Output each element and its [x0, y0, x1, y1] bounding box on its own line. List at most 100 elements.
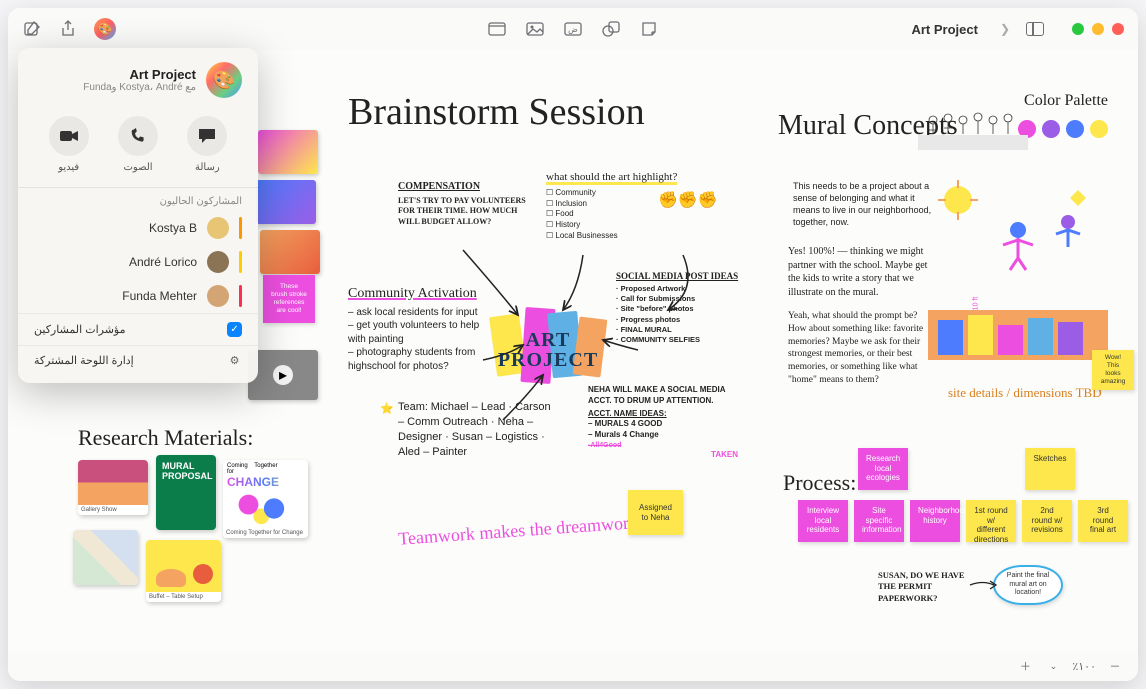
close-button[interactable]	[1112, 23, 1124, 35]
process-sticky[interactable]: Research local ecologies	[858, 448, 908, 490]
message-icon	[187, 116, 227, 156]
participant-row[interactable]: Funda Mehter	[18, 279, 258, 313]
susan-note: SUSAN, DO WE HAVE THE PERMIT PAPERWORK?	[878, 570, 978, 604]
manage-board-row[interactable]: ⚙︎ إدارة اللوحة المشتركة	[18, 345, 258, 375]
thumb-card[interactable]: Gallery Show	[78, 460, 148, 515]
sticky-wow[interactable]: Wow! This looks amazing	[1092, 350, 1134, 390]
ref-thumb[interactable]	[260, 230, 320, 274]
presence-bar	[239, 217, 242, 239]
participants-list: Kostya B André Lorico Funda Mehter	[18, 211, 258, 313]
sticky-icon[interactable]	[639, 19, 659, 39]
compensation-note: COMPENSATION LET'S TRY TO PAY VOLUNTEERS…	[398, 180, 528, 228]
toolbar-right: Art Project ❯	[911, 22, 1044, 37]
note-heading: SOCIAL MEDIA POST IDEAS	[616, 270, 746, 282]
community-item: – get youth volunteers to help with pain…	[348, 319, 498, 346]
maximize-button[interactable]	[1072, 23, 1084, 35]
social-item: · Progress photos	[616, 315, 746, 325]
popover-title: Art Project	[34, 67, 196, 82]
avatar	[207, 217, 229, 239]
teamwork-text: Teamwork makes the dreamwork!!	[398, 511, 651, 550]
participant-name: André Lorico	[34, 255, 197, 269]
prompt-note: Yeah, what should the prompt be? How abo…	[788, 310, 938, 387]
phone-icon	[118, 116, 158, 156]
community-item: – photography students from highschool f…	[348, 346, 498, 373]
taken-label: TAKEN	[588, 450, 738, 461]
color-palette	[1018, 120, 1108, 138]
chevron-right-icon[interactable]: ❯	[1000, 22, 1010, 36]
audio-button[interactable]: الصوت	[118, 116, 158, 173]
checkbox-icon: ✓	[227, 322, 242, 337]
note-body: LET'S TRY TO PAY VOLUNTEERS FOR THEIR TI…	[398, 196, 528, 228]
neha-note: NEHA WILL MAKE A SOCIAL MEDIA ACCT. TO D…	[588, 385, 738, 461]
star-emoji: ⭐	[380, 402, 394, 417]
media-browser-icon[interactable]	[487, 19, 507, 39]
video-button[interactable]: فيديو	[49, 116, 89, 173]
ref-thumb[interactable]	[256, 180, 316, 224]
share-icon[interactable]	[58, 19, 78, 39]
process-sticky[interactable]: 1st round w/ different directions	[966, 500, 1016, 542]
belonging-note: This needs to be a project about a sense…	[793, 180, 938, 229]
site-details: site details / dimensions TBD	[948, 385, 1102, 401]
svg-text:ض: ض	[568, 25, 578, 34]
collaboration-popover: 🎨 Art Project مع Kostya، André وFunda رس…	[18, 48, 258, 383]
process-sticky[interactable]: 3rd round final art	[1078, 500, 1128, 542]
thumb-food[interactable]: Buffet – Table Setup	[146, 540, 221, 602]
board-icon: 🎨	[206, 62, 242, 98]
social-item: · COMMUNITY SELFIES	[616, 335, 746, 345]
palette-dot	[1042, 120, 1060, 138]
action-label: رسالة	[195, 162, 220, 173]
community-note: Community Activation – ask local residen…	[348, 285, 498, 373]
zoom-out-icon[interactable]: －	[1106, 657, 1124, 675]
research-heading: Research Materials:	[78, 425, 253, 451]
sticky-paint-final[interactable]: Paint the final mural art on location!	[993, 565, 1063, 605]
photo-icon[interactable]	[525, 19, 545, 39]
process-sticky[interactable]: Sketches	[1025, 448, 1075, 490]
research-thumbnails: Gallery Show MURAL PROPOSAL Coming Toget…	[78, 460, 328, 630]
manage-label: إدارة اللوحة المشتركة	[34, 354, 134, 367]
palette-heading: Color Palette	[1024, 92, 1108, 110]
play-icon: ▸	[273, 365, 293, 385]
thumb-map[interactable]	[73, 530, 138, 585]
art-project-text: ARTPROJECT	[498, 330, 598, 370]
process-sticky[interactable]: Site specific information	[854, 500, 904, 542]
ref-thumb[interactable]	[258, 130, 318, 174]
ref-thumb-video[interactable]: ▸	[248, 350, 318, 400]
sidebar-toggle-icon[interactable]	[1026, 22, 1044, 36]
process-sticky[interactable]: Neighborhood history	[910, 500, 960, 542]
highlight-item: ☐ Food	[546, 209, 686, 220]
titlebar: 🎨 ض Art Project ❯	[8, 8, 1138, 50]
participant-row[interactable]: Kostya B	[18, 211, 258, 245]
zoom-add-icon[interactable]: ＋	[1016, 657, 1034, 675]
sticky-assigned[interactable]: Assigned to Neha	[628, 490, 683, 535]
message-button[interactable]: رسالة	[187, 116, 227, 173]
zoom-dropdown-icon[interactable]: ⌄	[1044, 657, 1062, 675]
participant-name: Funda Mehter	[34, 289, 197, 303]
neha-item: – Murals 4 Change	[588, 430, 738, 441]
neha-item: – MURALS 4 GOOD	[588, 419, 738, 430]
minimize-button[interactable]	[1092, 23, 1104, 35]
compose-icon[interactable]	[22, 19, 42, 39]
text-icon[interactable]: ض	[563, 19, 583, 39]
avatar	[207, 251, 229, 273]
community-item: – ask local residents for input	[348, 306, 498, 320]
note-heading: COMPENSATION	[398, 180, 528, 194]
participants-label: المشاركون الحاليون	[18, 188, 258, 211]
participant-row[interactable]: André Lorico	[18, 245, 258, 279]
board-title[interactable]: Art Project	[911, 22, 977, 37]
sticky-brush-refs[interactable]: These brush stroke references are cool!	[263, 275, 315, 323]
process-sticky[interactable]: 2nd round w/ revisions	[1022, 500, 1072, 542]
process-sticky[interactable]: Interview local residents	[798, 500, 848, 542]
process-row1: Research local ecologies Sketches	[858, 448, 1137, 490]
toolbar-center: ض	[487, 19, 659, 39]
collaboration-avatar-icon[interactable]: 🎨	[94, 18, 116, 40]
action-label: الصوت	[123, 162, 152, 173]
thumb-mural-proposal[interactable]: MURAL PROPOSAL	[156, 455, 216, 530]
palette-dot	[1066, 120, 1084, 138]
mural-illustration	[928, 170, 1108, 370]
social-item: · FINAL MURAL	[616, 325, 746, 335]
thumb-change[interactable]: Coming Togetherfor CHANGE Coming Togethe…	[223, 460, 308, 538]
shapes-icon[interactable]	[601, 19, 621, 39]
highlight-item: ☐ Local Businesses	[546, 231, 686, 242]
cursors-toggle-row[interactable]: ✓ مؤشرات المشاركين	[18, 313, 258, 345]
team-note: Team: Michael – Lead · Carson – Comm Out…	[398, 400, 558, 459]
